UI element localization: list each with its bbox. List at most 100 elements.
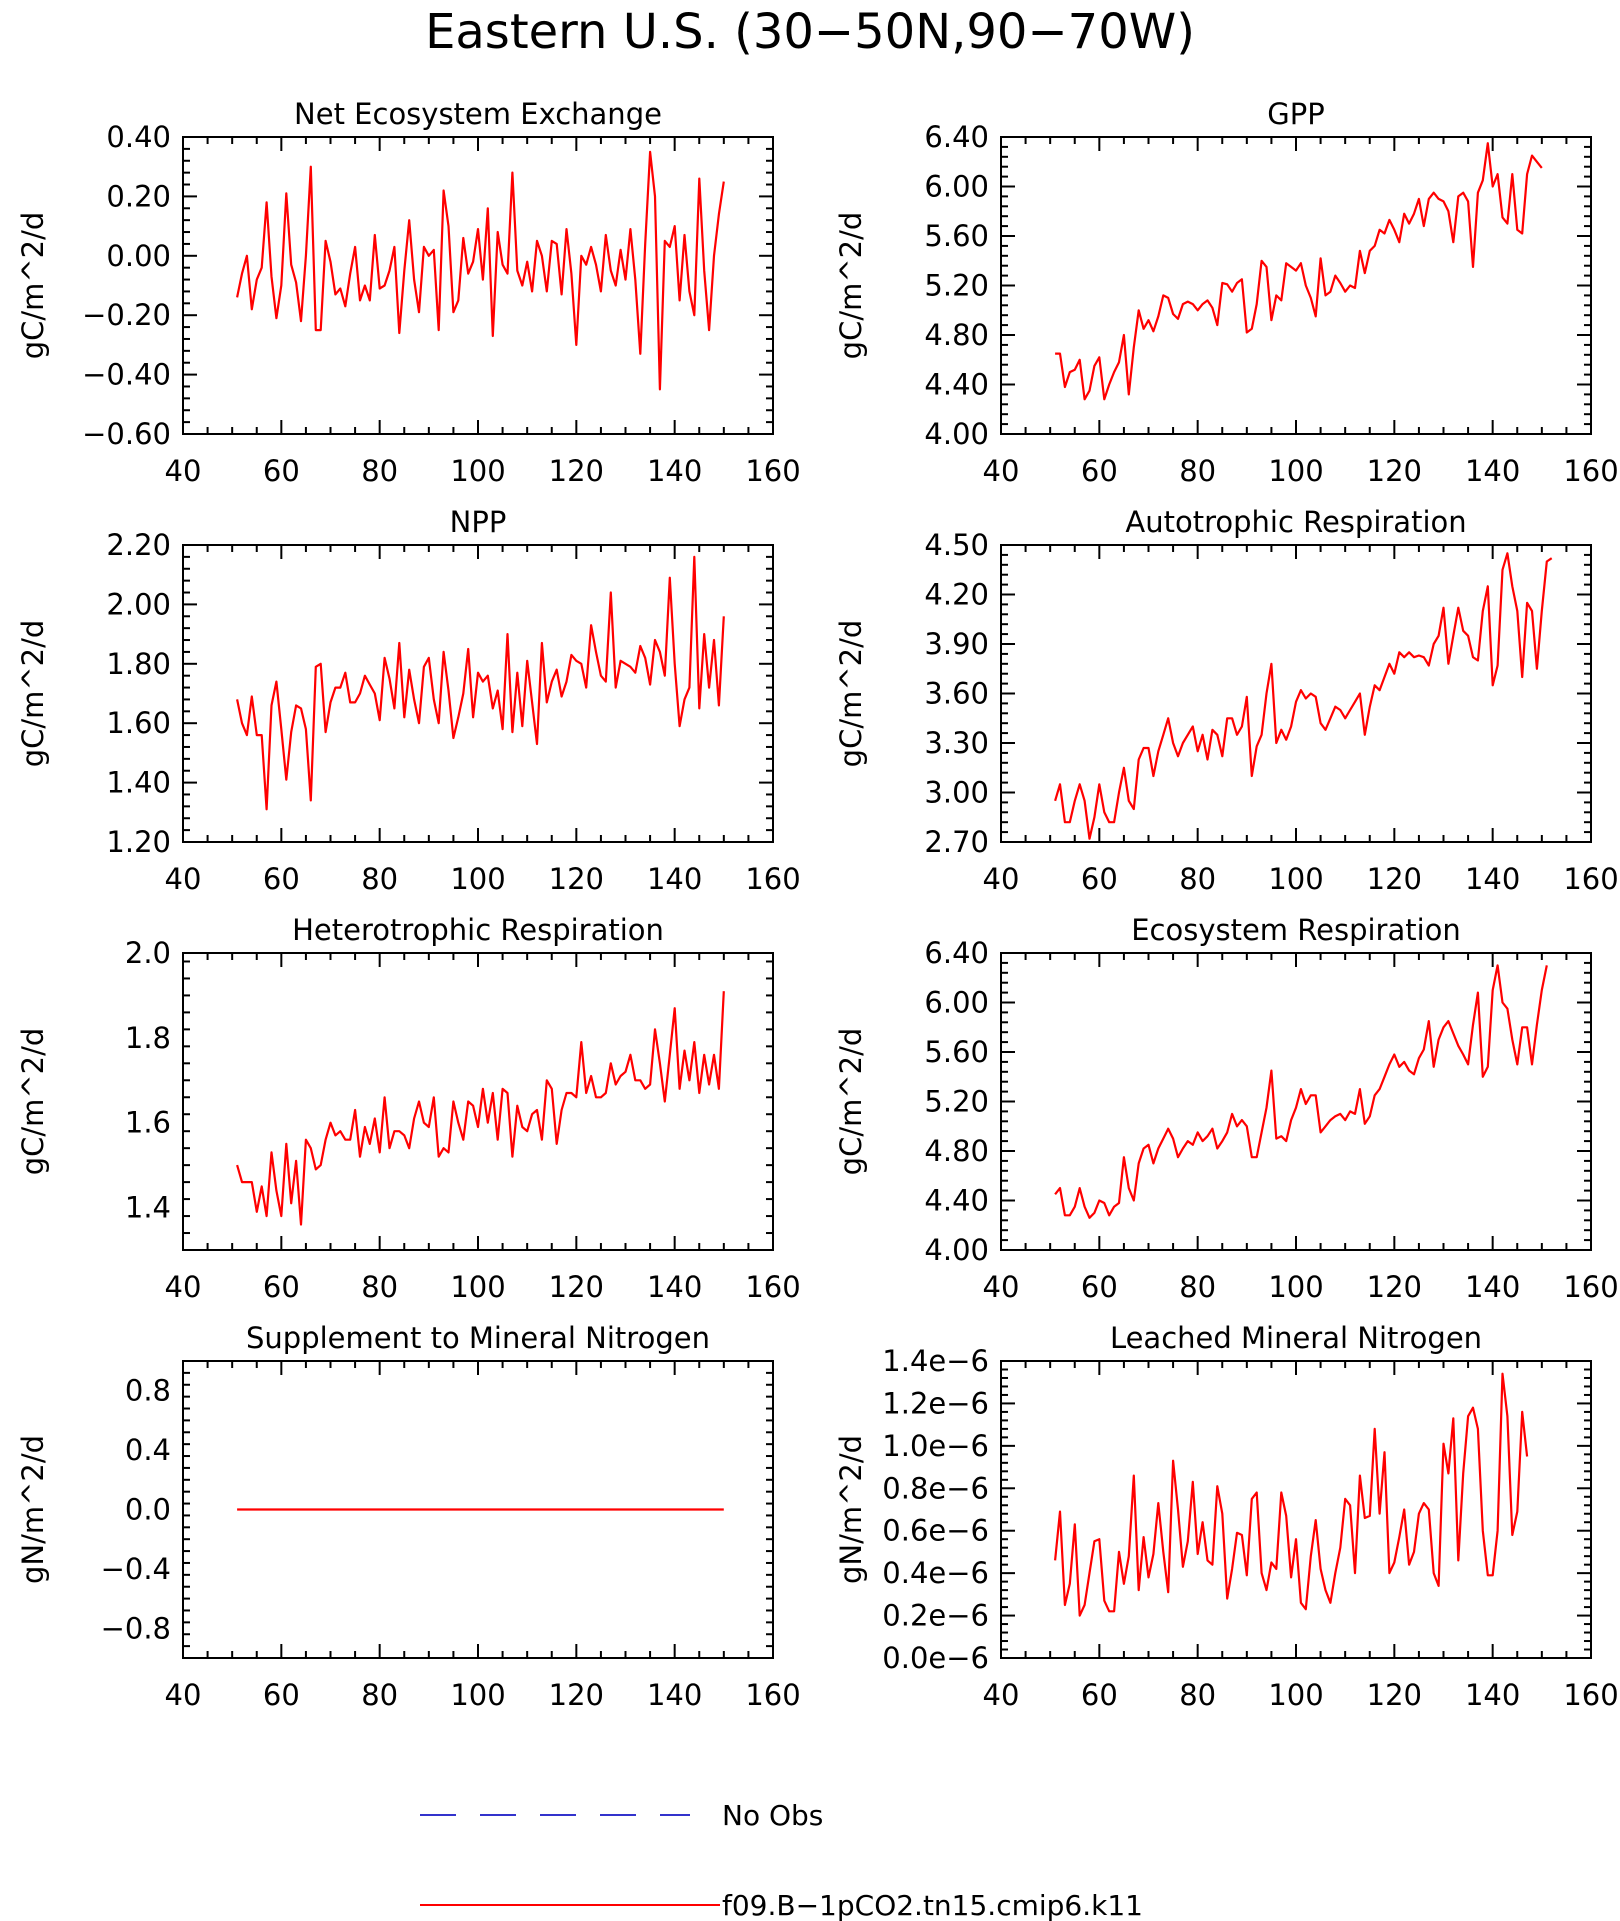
y-axis-label: gC/m^2/d <box>16 620 50 768</box>
x-tick-label: 120 <box>1367 454 1422 488</box>
series-line <box>1055 142 1543 401</box>
y-tick-label: 4.00 <box>924 417 989 451</box>
x-tick-label: 140 <box>647 1270 702 1304</box>
panel-npp: NPP gC/m^2/d 40 60 80 100 120 140 160 1.20 1.40 1.6… <box>16 505 801 896</box>
x-tick-label: 120 <box>549 1678 604 1712</box>
y-tick-label: 4.80 <box>924 1134 989 1168</box>
y-tick-label: 1.60 <box>106 706 171 740</box>
y-tick-label: 1.20 <box>106 825 171 859</box>
y-tick-label: 3.30 <box>924 726 989 760</box>
y-tick-label: 0.4e−6 <box>882 1556 989 1590</box>
x-tick-label: 120 <box>549 862 604 896</box>
x-tick-label: 80 <box>361 862 398 896</box>
x-tick-label: 40 <box>983 1678 1020 1712</box>
y-tick-label: 3.00 <box>924 776 989 810</box>
panel-gpp: GPP gC/m^2/d 40 60 80 100 120 140 160 4.00 4.40 4.8… <box>834 97 1619 488</box>
y-tick-label: 6.00 <box>924 986 989 1020</box>
y-axis-label: gN/m^2/d <box>16 1435 50 1584</box>
y-tick-label: 3.90 <box>924 627 989 661</box>
y-tick-label: 5.60 <box>924 219 989 253</box>
x-tick-label: 60 <box>263 454 300 488</box>
x-tick-label: 160 <box>1563 1270 1618 1304</box>
panel-ecosystem-respiration: Ecosystem Respiration gC/m^2/d 40 60 80 100 12… <box>834 913 1619 1304</box>
x-tick-label: 160 <box>745 862 800 896</box>
panel-leached-mineral-nitrogen: Leached Mineral Nitrogen gN/m^2/d 40 60 80 10… <box>834 1321 1619 1712</box>
x-tick-label: 120 <box>1367 1678 1422 1712</box>
x-tick-label: 60 <box>1081 1270 1118 1304</box>
x-tick-label: 140 <box>1465 454 1520 488</box>
series-line <box>1054 964 1548 1219</box>
y-axis-label: gC/m^2/d <box>834 212 868 360</box>
y-tick-label: 6.00 <box>924 170 989 204</box>
y-axis-label: gN/m^2/d <box>834 1435 868 1584</box>
y-tick-label: 0.2e−6 <box>882 1599 989 1633</box>
x-tick-label: 100 <box>450 454 505 488</box>
y-tick-label: 5.20 <box>924 269 989 303</box>
y-tick-label: 0.8e−6 <box>882 1471 989 1505</box>
y-tick-label: 3.60 <box>924 677 989 711</box>
y-tick-label: 2.00 <box>106 587 171 621</box>
x-tick-label: 140 <box>1465 1678 1520 1712</box>
x-tick-label: 160 <box>1563 1678 1618 1712</box>
x-tick-label: 100 <box>1268 862 1323 896</box>
x-tick-label: 60 <box>1081 862 1118 896</box>
panel-title: Leached Mineral Nitrogen <box>1110 1321 1482 1355</box>
x-tick-label: 80 <box>1179 1270 1216 1304</box>
panel-title: GPP <box>1267 97 1324 131</box>
x-tick-label: 160 <box>745 1678 800 1712</box>
x-tick-label: 120 <box>1367 862 1422 896</box>
series-line <box>236 555 725 811</box>
y-tick-label: 0.4 <box>125 1433 171 1467</box>
y-tick-label: 6.40 <box>924 936 989 970</box>
x-tick-label: 80 <box>1179 1678 1216 1712</box>
panel-title: Heterotrophic Respiration <box>292 913 664 947</box>
y-tick-label: 0.00 <box>106 239 171 273</box>
y-tick-label: 1.4e−6 <box>882 1344 989 1378</box>
y-tick-label: −0.20 <box>82 298 171 332</box>
y-axis-label: gC/m^2/d <box>16 212 50 360</box>
y-tick-label: 1.6 <box>125 1106 171 1140</box>
panel-net-ecosystem-exchange: Net Ecosystem Exchange gC/m^2/d 40 60 80 100 1… <box>16 97 801 488</box>
x-tick-label: 160 <box>1563 454 1618 488</box>
x-tick-label: 120 <box>549 1270 604 1304</box>
y-tick-label: 4.40 <box>924 1184 989 1218</box>
series-line <box>1054 552 1553 840</box>
x-tick-label: 100 <box>450 862 505 896</box>
x-tick-label: 160 <box>745 454 800 488</box>
series-line <box>236 991 725 1226</box>
x-tick-label: 100 <box>1268 1270 1323 1304</box>
y-tick-label: 4.40 <box>924 368 989 402</box>
legend-label-model: f09.B−1pCO2.tn15.cmip6.k11 <box>722 1889 1143 1921</box>
panel-supplement-to-mineral-nitrogen: Supplement to Mineral Nitrogen gN/m^2/d 40… <box>16 1321 801 1712</box>
panel-title: Net Ecosystem Exchange <box>294 97 662 131</box>
x-tick-label: 80 <box>1179 454 1216 488</box>
x-tick-label: 40 <box>983 862 1020 896</box>
x-tick-label: 120 <box>549 454 604 488</box>
figure-title: Eastern U.S. (30−50N,90−70W) <box>425 4 1195 60</box>
x-tick-label: 60 <box>263 1678 300 1712</box>
y-tick-label: 0.40 <box>106 120 171 154</box>
y-tick-label: 2.70 <box>924 825 989 859</box>
panels-group: Net Ecosystem Exchange gC/m^2/d 40 60 80 100 1… <box>16 97 1619 1712</box>
x-tick-label: 100 <box>450 1270 505 1304</box>
y-tick-label: 2.20 <box>106 528 171 562</box>
x-tick-label: 140 <box>647 454 702 488</box>
panel-autotrophic-respiration: Autotrophic Respiration gC/m^2/d 40 60 80 100… <box>834 505 1619 896</box>
y-tick-label: 1.40 <box>106 766 171 800</box>
y-axis-label: gC/m^2/d <box>834 620 868 768</box>
y-tick-label: −0.60 <box>82 417 171 451</box>
series-line <box>1054 1372 1529 1617</box>
y-tick-label: 1.80 <box>106 647 171 681</box>
y-tick-label: 0.6e−6 <box>882 1514 989 1548</box>
panel-title: NPP <box>450 505 507 539</box>
x-tick-label: 40 <box>983 454 1020 488</box>
x-tick-label: 140 <box>647 862 702 896</box>
y-tick-label: 4.50 <box>924 528 989 562</box>
y-tick-label: 1.0e−6 <box>882 1429 989 1463</box>
y-axis-label: gC/m^2/d <box>16 1028 50 1176</box>
x-tick-label: 40 <box>165 862 202 896</box>
y-tick-label: 4.20 <box>924 578 989 612</box>
x-tick-label: 60 <box>263 862 300 896</box>
x-tick-label: 80 <box>1179 862 1216 896</box>
